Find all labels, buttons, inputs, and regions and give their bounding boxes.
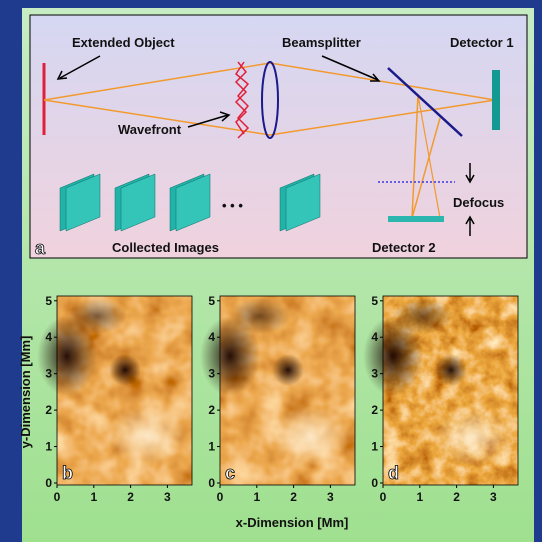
x-tick-label: 1	[90, 490, 97, 504]
x-tick-label: 0	[380, 490, 387, 504]
y-tick-label: 5	[45, 294, 52, 308]
panel-label: b	[62, 463, 73, 483]
dark-region	[67, 298, 127, 334]
diagram-panel	[29, 14, 528, 259]
x-tick-label: 1	[416, 490, 423, 504]
x-tick-label: 2	[453, 490, 460, 504]
dark-region	[109, 354, 141, 386]
label: Detector 2	[372, 240, 436, 255]
panel-label: a	[35, 238, 46, 258]
panel-label: d	[388, 463, 399, 483]
dark-region	[37, 316, 97, 396]
image-frame	[382, 295, 519, 486]
x-tick-label: 0	[54, 490, 61, 504]
y-tick-label: 3	[45, 367, 52, 381]
y-tick-label: 5	[371, 294, 378, 308]
y-tick-label: 1	[208, 440, 215, 454]
y-tick-label: 5	[208, 294, 215, 308]
dark-region	[363, 316, 423, 396]
x-tick-label: 2	[290, 490, 297, 504]
y-tick-label: 2	[45, 403, 52, 417]
bright-region	[107, 406, 187, 466]
bright-region	[433, 406, 513, 466]
panel-label: c	[225, 463, 235, 483]
optics	[42, 55, 500, 236]
label: Extended Object	[72, 35, 175, 50]
bright-region	[270, 406, 350, 466]
label: Defocus	[453, 195, 504, 210]
y-axis-label: y-Dimension [Mm]	[18, 336, 33, 449]
x-tick-label: 0	[217, 490, 224, 504]
image-frame	[219, 295, 356, 486]
y-tick-label: 2	[371, 403, 378, 417]
y-tick-label: 1	[371, 440, 378, 454]
y-tick-label: 2	[208, 403, 215, 417]
y-tick-label: 4	[45, 330, 52, 344]
x-tick-label: 2	[127, 490, 134, 504]
x-tick-label: 3	[164, 490, 171, 504]
dark-region	[230, 298, 290, 334]
y-tick-label: 0	[371, 476, 378, 490]
x-tick-label: 3	[490, 490, 497, 504]
dark-region	[393, 298, 453, 334]
dark-region	[200, 316, 260, 396]
y-tick-label: 4	[371, 330, 378, 344]
label: Wavefront	[118, 122, 182, 137]
y-tick-label: 0	[208, 476, 215, 490]
y-tick-label: 1	[45, 440, 52, 454]
label: Collected Images	[112, 240, 219, 255]
ellipsis: • • •	[222, 198, 243, 213]
x-tick-label: 1	[253, 490, 260, 504]
x-axis-label: x-Dimension [Mm]	[236, 515, 349, 530]
y-tick-label: 4	[208, 330, 215, 344]
y-tick-label: 3	[371, 367, 378, 381]
image-frame	[56, 295, 193, 486]
label: Beamsplitter	[282, 35, 361, 50]
y-tick-label: 0	[45, 476, 52, 490]
dark-region	[435, 354, 467, 386]
dark-region	[272, 354, 304, 386]
x-tick-label: 3	[327, 490, 334, 504]
y-tick-label: 3	[208, 367, 215, 381]
label: Detector 1	[450, 35, 514, 50]
